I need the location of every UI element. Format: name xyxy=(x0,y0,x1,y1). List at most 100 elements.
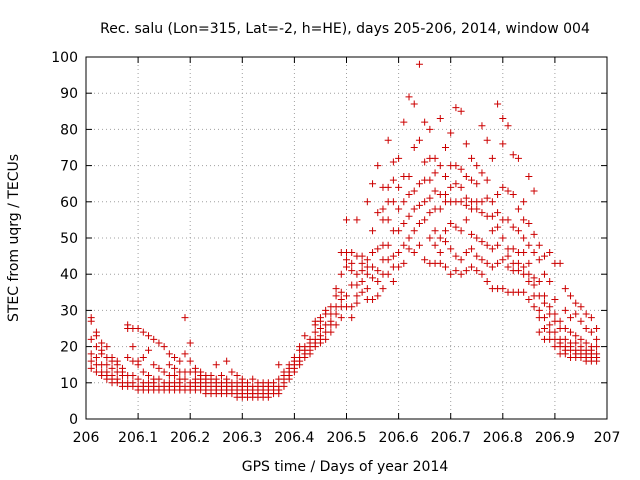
data-point xyxy=(353,292,361,300)
data-point xyxy=(436,248,444,256)
data-point xyxy=(582,339,590,347)
data-point xyxy=(369,274,377,282)
data-point xyxy=(514,227,522,235)
data-point xyxy=(436,234,444,242)
data-point xyxy=(134,361,142,369)
data-point xyxy=(384,136,392,144)
data-point xyxy=(415,220,423,228)
data-point xyxy=(514,259,522,267)
data-point xyxy=(145,332,153,340)
data-point xyxy=(389,252,397,260)
data-point xyxy=(384,256,392,264)
data-point xyxy=(87,350,95,358)
data-point xyxy=(540,270,548,278)
data-point xyxy=(483,277,491,285)
data-point xyxy=(525,296,533,304)
data-point xyxy=(509,245,517,253)
data-point xyxy=(369,227,377,235)
data-point xyxy=(327,328,335,336)
x-tick-label: 206 xyxy=(73,430,100,446)
data-point xyxy=(405,172,413,180)
chart-title: Rec. salu (Lon=315, Lat=-2, h=HE), days … xyxy=(100,21,590,37)
data-point xyxy=(369,248,377,256)
data-point xyxy=(129,343,137,351)
data-point xyxy=(494,191,502,199)
data-point xyxy=(369,180,377,188)
data-point xyxy=(395,183,403,191)
data-point xyxy=(353,299,361,307)
data-point xyxy=(405,93,413,101)
data-point xyxy=(478,198,486,206)
data-point xyxy=(395,227,403,235)
data-point xyxy=(181,350,189,358)
data-point xyxy=(447,220,455,228)
data-point xyxy=(494,100,502,108)
data-point xyxy=(139,368,147,376)
data-point xyxy=(509,191,517,199)
data-point xyxy=(160,368,168,376)
data-point xyxy=(468,176,476,184)
data-point xyxy=(452,252,460,260)
data-point xyxy=(405,234,413,242)
data-point xyxy=(473,162,481,170)
data-point xyxy=(410,100,418,108)
data-point xyxy=(530,274,538,282)
data-point xyxy=(561,306,569,314)
data-point xyxy=(462,172,470,180)
data-point xyxy=(415,136,423,144)
data-point xyxy=(488,154,496,162)
data-point xyxy=(556,259,564,267)
data-point xyxy=(468,154,476,162)
data-point xyxy=(280,382,288,390)
data-point xyxy=(452,104,460,112)
y-tick-label: 0 xyxy=(69,412,78,428)
data-point xyxy=(160,343,168,351)
data-point xyxy=(478,238,486,246)
data-point xyxy=(358,277,366,285)
data-point xyxy=(223,357,231,365)
data-point xyxy=(395,263,403,271)
data-point xyxy=(520,248,528,256)
data-point xyxy=(587,314,595,322)
data-point xyxy=(593,325,601,332)
x-tick-label: 206.7 xyxy=(431,430,471,446)
data-point xyxy=(535,277,543,285)
grid xyxy=(86,57,607,419)
data-point xyxy=(546,248,554,256)
data-point xyxy=(441,191,449,199)
data-point xyxy=(415,201,423,209)
data-point xyxy=(457,107,465,115)
data-point xyxy=(525,277,533,285)
data-point xyxy=(405,212,413,220)
data-point xyxy=(150,335,158,343)
x-tick-label: 206.8 xyxy=(483,430,523,446)
data-point xyxy=(155,364,163,372)
data-point xyxy=(395,205,403,213)
data-point xyxy=(363,198,371,206)
data-point xyxy=(441,263,449,271)
data-point xyxy=(577,303,585,311)
data-point xyxy=(452,162,460,170)
data-point xyxy=(139,328,147,336)
data-point xyxy=(509,223,517,231)
data-point xyxy=(415,180,423,188)
data-point xyxy=(379,285,387,293)
data-point xyxy=(462,216,470,224)
data-point xyxy=(155,339,163,347)
data-point xyxy=(264,393,272,401)
data-point xyxy=(572,332,580,340)
data-point xyxy=(374,245,382,253)
data-point xyxy=(572,310,580,318)
data-point xyxy=(400,259,408,267)
data-point xyxy=(488,245,496,253)
data-point xyxy=(441,238,449,246)
data-point xyxy=(504,263,512,271)
data-point xyxy=(540,292,548,300)
data-point xyxy=(561,335,569,343)
data-point xyxy=(358,252,366,260)
data-point xyxy=(457,256,465,264)
data-point xyxy=(343,216,350,224)
data-point xyxy=(129,372,137,380)
data-point xyxy=(540,299,548,307)
data-point xyxy=(374,267,382,275)
